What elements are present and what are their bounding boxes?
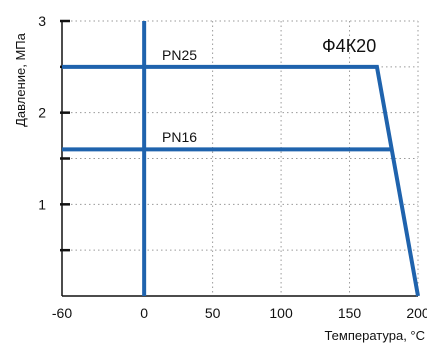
x-tick-label-50: 50 [205, 305, 221, 321]
x-axis-label: Температура, °С [324, 328, 425, 343]
x-tick-label-0: 0 [140, 305, 148, 321]
series-label-pn25: PN25 [162, 47, 197, 63]
x-tick-label--60: -60 [52, 305, 72, 321]
x-tick-label-100: 100 [269, 305, 293, 321]
x-tick-label-200: 200 [406, 305, 427, 321]
y-tick-label-1: 1 [38, 196, 46, 212]
y-axis-label: Давление, МПа [13, 32, 28, 127]
y-tick-label-2: 2 [38, 105, 46, 121]
series-line-pn25 [62, 64, 420, 297]
y-tick-label-3: 3 [38, 13, 46, 29]
x-tick-label-150: 150 [338, 305, 362, 321]
series-lines [62, 21, 420, 297]
tick-labels: 1 2 3 -60 0 50 100 150 200 [38, 13, 427, 321]
series-label-pn16: PN16 [162, 129, 197, 145]
grid-lines [62, 20, 419, 296]
chart-title: Ф4К20 [322, 36, 376, 56]
